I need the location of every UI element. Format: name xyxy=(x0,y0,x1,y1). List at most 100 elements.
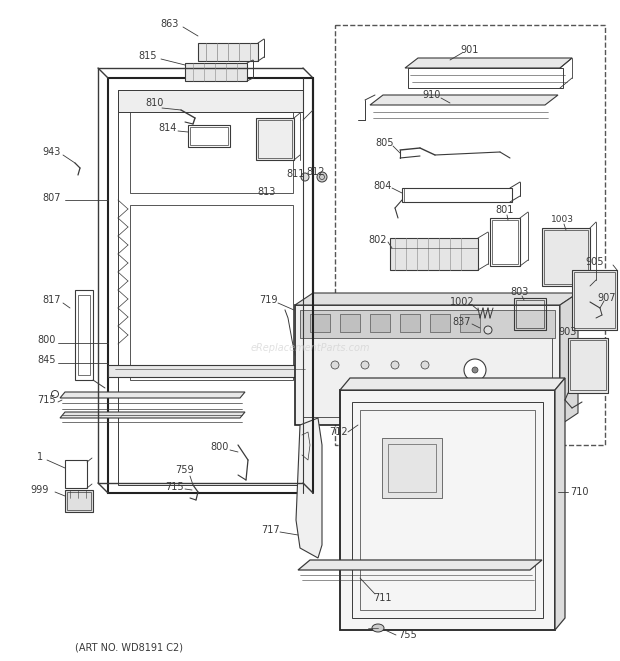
Bar xyxy=(118,90,303,112)
Text: 1002: 1002 xyxy=(450,297,474,307)
Bar xyxy=(492,220,518,264)
Text: 800: 800 xyxy=(211,442,229,452)
Ellipse shape xyxy=(464,359,486,381)
Text: 901: 901 xyxy=(461,45,479,55)
Text: 717: 717 xyxy=(260,525,280,535)
Bar xyxy=(258,120,292,158)
Text: 905: 905 xyxy=(586,257,604,267)
Bar xyxy=(460,314,480,332)
Text: (ART NO. WD8191 C2): (ART NO. WD8191 C2) xyxy=(75,642,183,652)
Text: 815: 815 xyxy=(139,51,157,61)
Polygon shape xyxy=(370,95,558,105)
Bar xyxy=(370,314,390,332)
Bar xyxy=(570,340,606,390)
Bar xyxy=(108,365,313,377)
Text: eReplacementParts.com: eReplacementParts.com xyxy=(250,343,370,353)
Bar xyxy=(574,272,615,328)
Bar xyxy=(542,228,590,286)
Ellipse shape xyxy=(360,416,370,424)
Bar xyxy=(295,305,560,425)
Bar xyxy=(572,270,617,330)
Text: 711: 711 xyxy=(373,593,391,603)
Bar xyxy=(568,338,608,393)
Text: 903: 903 xyxy=(559,327,577,337)
Text: 1003: 1003 xyxy=(551,215,574,225)
Text: 811: 811 xyxy=(287,169,305,179)
Bar xyxy=(430,314,450,332)
Text: 999: 999 xyxy=(31,485,49,495)
Bar xyxy=(303,313,552,417)
Bar xyxy=(390,238,478,270)
Text: 1: 1 xyxy=(37,452,43,462)
Polygon shape xyxy=(295,293,578,305)
Bar xyxy=(360,410,535,610)
Text: 803: 803 xyxy=(511,287,529,297)
Bar xyxy=(352,402,543,618)
Bar xyxy=(67,492,91,510)
Text: 802: 802 xyxy=(369,235,388,245)
Text: 943: 943 xyxy=(43,147,61,157)
Polygon shape xyxy=(560,293,578,425)
Polygon shape xyxy=(198,43,258,61)
Text: 719: 719 xyxy=(259,295,277,305)
Bar xyxy=(382,438,442,498)
Text: 805: 805 xyxy=(376,138,394,148)
Ellipse shape xyxy=(421,361,429,369)
Bar xyxy=(78,295,90,375)
Bar xyxy=(544,230,588,284)
Text: 715: 715 xyxy=(38,395,56,405)
Text: 712: 712 xyxy=(329,427,347,437)
Text: 759: 759 xyxy=(175,465,194,475)
Text: 907: 907 xyxy=(598,293,616,303)
Bar xyxy=(65,490,93,512)
Ellipse shape xyxy=(472,367,478,373)
Ellipse shape xyxy=(363,418,367,422)
Bar xyxy=(400,314,420,332)
Ellipse shape xyxy=(484,326,492,334)
Polygon shape xyxy=(340,378,565,390)
Text: 810: 810 xyxy=(146,98,164,108)
Bar xyxy=(335,25,605,445)
Bar xyxy=(65,460,87,488)
Bar xyxy=(130,98,293,193)
Polygon shape xyxy=(298,560,542,570)
Text: 814: 814 xyxy=(159,123,177,133)
Text: 817: 817 xyxy=(43,295,61,305)
Bar xyxy=(188,125,230,147)
Bar xyxy=(300,310,555,338)
Bar xyxy=(118,90,303,485)
Bar xyxy=(516,300,544,328)
Bar xyxy=(130,205,293,380)
Ellipse shape xyxy=(331,361,339,369)
Bar xyxy=(310,314,330,332)
Text: 845: 845 xyxy=(38,355,56,365)
Text: 715: 715 xyxy=(166,482,184,492)
Bar xyxy=(490,218,520,266)
Polygon shape xyxy=(296,418,322,558)
Bar xyxy=(190,127,228,145)
Ellipse shape xyxy=(372,624,384,632)
Bar xyxy=(408,68,563,88)
Text: 837: 837 xyxy=(453,317,471,327)
Polygon shape xyxy=(405,58,572,68)
Bar xyxy=(185,63,247,81)
Ellipse shape xyxy=(317,172,327,182)
Ellipse shape xyxy=(361,361,369,369)
Text: 812: 812 xyxy=(307,167,326,177)
Text: 804: 804 xyxy=(374,181,392,191)
Ellipse shape xyxy=(301,173,309,181)
Bar xyxy=(75,290,93,380)
Bar xyxy=(340,390,555,630)
Polygon shape xyxy=(555,378,565,630)
Bar xyxy=(256,118,294,160)
Bar xyxy=(514,298,546,330)
Text: 800: 800 xyxy=(38,335,56,345)
Polygon shape xyxy=(60,392,245,398)
Text: 813: 813 xyxy=(258,187,276,197)
Bar xyxy=(388,444,436,492)
Bar xyxy=(340,314,360,332)
Ellipse shape xyxy=(51,391,58,397)
Polygon shape xyxy=(60,412,245,418)
Text: 801: 801 xyxy=(496,205,514,215)
Text: 910: 910 xyxy=(423,90,441,100)
